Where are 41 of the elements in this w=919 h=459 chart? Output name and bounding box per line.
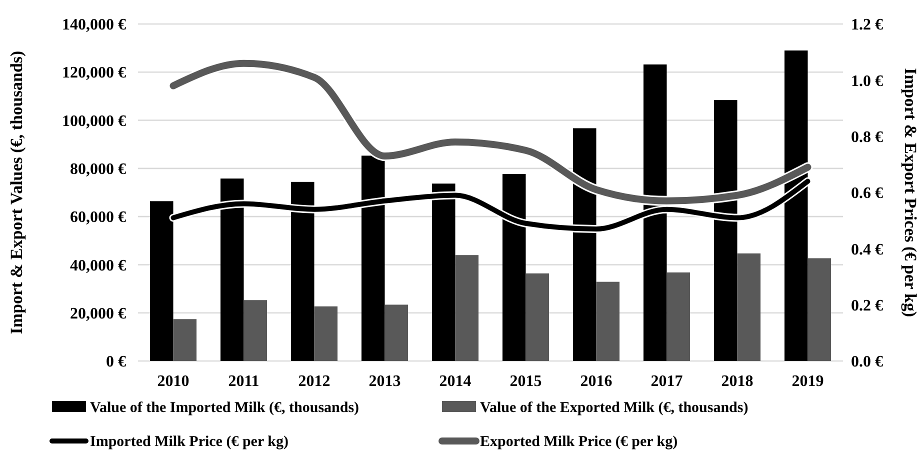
y2-axis-title: Import & Export Prices (€ per kg) [901,68,919,317]
bar [384,304,408,361]
y2-tick-label: 0.2 € [851,297,883,314]
x-tick-label: 2011 [228,373,260,390]
y-tick-label: 120,000 € [62,64,126,82]
x-tick-label: 2014 [439,373,472,390]
x-tick-label: 2018 [721,373,754,390]
y2-tick-label: 0.8 € [851,128,883,146]
x-tick-label: 2013 [368,373,401,390]
bar [526,273,550,361]
legend-label: Exported Milk Price (€ per kg) [480,434,678,450]
y-tick-label: 40,000 € [70,257,126,274]
y-tick-label: 60,000 € [70,209,126,226]
y2-tick-label: 0.4 € [851,241,883,258]
legend-label: Value of the Exported Milk (€, thousands) [480,400,748,416]
x-tick-label: 2016 [580,373,612,390]
legend-label: Value of the Imported Milk (€, thousands) [90,400,360,416]
y-axis-title: Import & Export Values (€, thousands) [7,50,26,334]
x-tick-label: 2019 [792,373,824,390]
bar [596,282,620,361]
bar [314,306,338,361]
bar [737,253,761,361]
y2-tick-label: 0.0 € [851,354,883,371]
x-tick-label: 2012 [298,373,330,390]
bar [173,319,197,361]
y2-tick-label: 1.0 € [851,72,883,90]
bar [455,255,479,361]
x-tick-label: 2015 [510,373,542,390]
bar [666,272,690,361]
x-tick-label: 2017 [650,373,683,390]
x-tick-label: 2010 [157,373,190,390]
bar [808,258,832,361]
y2-tick-label: 1.2 € [851,16,883,34]
y-tick-label: 0 € [106,354,126,371]
y-tick-label: 100,000 € [62,112,126,130]
y-tick-label: 80,000 € [70,161,126,178]
legend-label: Imported Milk Price (€ per kg) [90,434,288,450]
y-tick-label: 20,000 € [70,305,126,322]
bar [244,300,268,361]
y-tick-label: 140,000 € [62,16,126,34]
y2-tick-label: 0.6 € [851,185,883,202]
